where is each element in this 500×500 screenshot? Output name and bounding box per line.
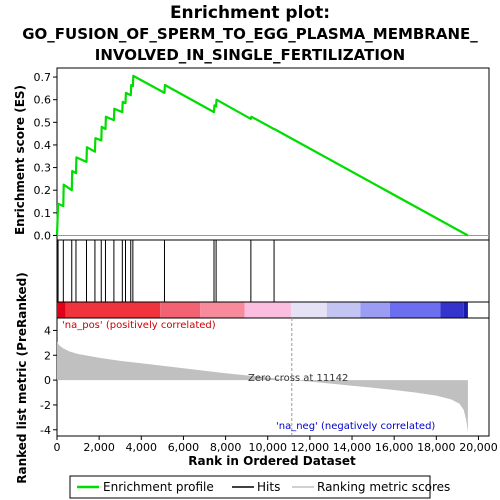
legend-hits-label: Hits [257, 480, 280, 494]
es-y-tick-label-4: 0.4 [34, 139, 52, 152]
heatmap-band-10 [463, 302, 468, 318]
x-tick-label-4: 8,000 [210, 441, 242, 454]
metric-y-tick-label-3: 2 [44, 349, 51, 362]
hits-panel-frame [56, 239, 490, 303]
x-tick-label-8: 16,000 [375, 441, 414, 454]
hits-layer [57, 240, 275, 302]
x-tick-label-0: 0 [54, 441, 61, 454]
x-tick-label-7: 14,000 [333, 441, 372, 454]
heatmap-band-6 [326, 302, 361, 318]
legend-es-label: Enrichment profile [103, 480, 214, 494]
negative-correlation-label: 'na_neg' (negatively correlated) [276, 421, 435, 432]
x-tick-label-2: 4,000 [126, 441, 158, 454]
heatmap-band-7 [360, 302, 390, 318]
heatmap-layer [57, 302, 468, 318]
es-y-tick-label-3: 0.3 [34, 162, 52, 175]
es-y-axis-label: Enrichment score (ES) [13, 85, 27, 235]
x-tick-label-9: 18,000 [417, 441, 456, 454]
chart-title-line-2: GO_FUSION_OF_SPERM_TO_EGG_PLASMA_MEMBRAN… [22, 25, 478, 43]
es-y-tick-label-1: 0.1 [34, 207, 52, 220]
heatmap-band-2 [160, 302, 201, 318]
x-tick-label-5: 10,000 [248, 441, 287, 454]
positive-correlation-label: 'na_pos' (positively correlated) [62, 320, 216, 331]
x-tick-label-1: 2,000 [83, 441, 115, 454]
heatmap-band-8 [389, 302, 441, 318]
chart-title-line-3: INVOLVED_IN_SINGLE_FERTILIZATION [95, 46, 405, 64]
axis-layer: 0.0 0.1 0.2 0.3 0.4 0.5 0.6 0.7 -4 -2 0 2 4 0 2,000 4,0… [34, 71, 498, 454]
x-tick-label-3: 6,000 [168, 441, 200, 454]
heatmap-band-3 [200, 302, 245, 318]
es-layer [55, 74, 489, 237]
es-panel-frame [56, 67, 490, 241]
es-y-tick-label-7: 0.7 [34, 71, 52, 84]
metric-y-tick-label-2: 0 [44, 374, 51, 387]
es-y-tick-label-5: 0.5 [34, 116, 52, 129]
chart-title-line-1: Enrichment plot: [170, 3, 330, 23]
es-y-tick-label-0: 0.0 [34, 229, 52, 242]
heatmap-band-5 [290, 302, 327, 318]
heatmap-band-1 [65, 302, 161, 318]
metric-y-axis-label: Ranked list metric (PreRanked) [15, 272, 29, 484]
metric-y-tick-label-4: 4 [44, 324, 51, 337]
legend-metric-label: Ranking metric scores [317, 480, 450, 494]
es-y-tick-label-2: 0.2 [34, 184, 52, 197]
x-tick-label-6: 12,000 [291, 441, 330, 454]
x-axis-label: Rank in Ordered Dataset [188, 454, 356, 468]
zero-cross-label: Zero cross at 11142 [248, 373, 348, 384]
heatmap-band-0 [57, 302, 66, 318]
enrichment-profile-line [55, 74, 469, 237]
x-tick-label-10: 20,000 [459, 441, 498, 454]
heatmap-band-4 [244, 302, 291, 318]
metric-y-tick-label-1: -2 [40, 399, 51, 412]
heatmap-band-9 [440, 302, 464, 318]
metric-layer [57, 318, 468, 436]
metric-y-tick-label-0: -4 [40, 424, 51, 437]
es-y-tick-label-6: 0.6 [34, 94, 52, 107]
ranking-metric-area [57, 341, 468, 433]
